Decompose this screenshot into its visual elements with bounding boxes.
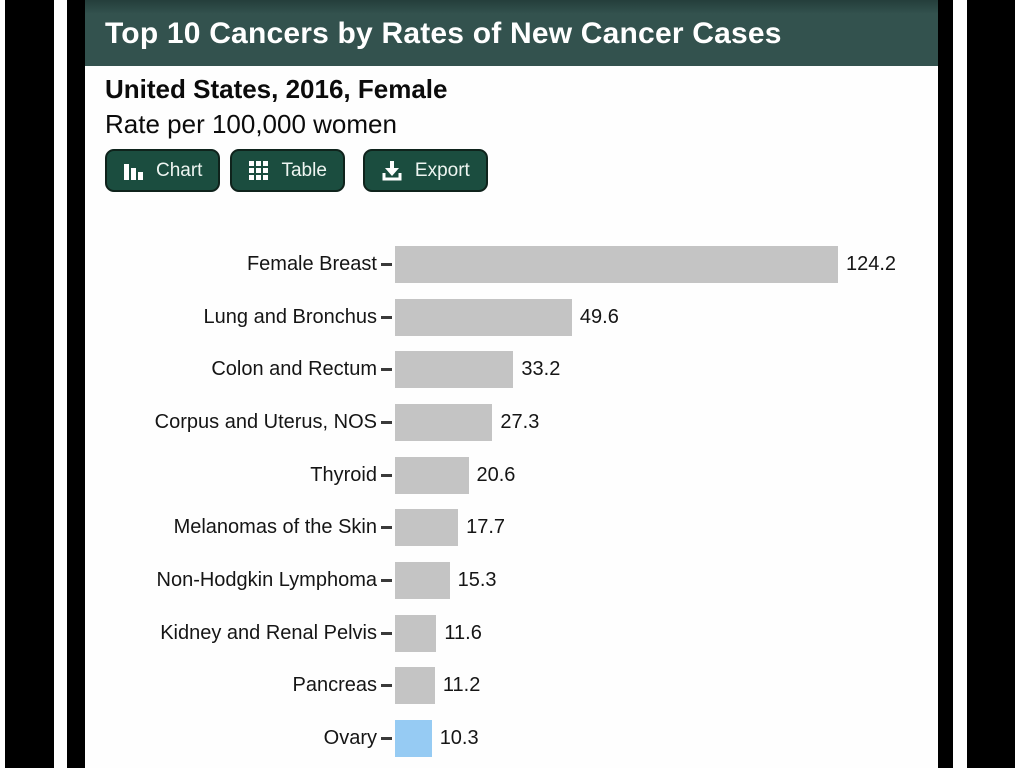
category-label: Melanomas of the Skin	[173, 516, 377, 539]
value-label: 124.2	[846, 252, 897, 275]
category-label: Pancreas	[292, 674, 378, 697]
app-screen: Top 10 Cancers by Rates of New Cancer Ca…	[85, 0, 938, 768]
table-grid-icon	[249, 161, 269, 180]
bar-chart: Female Breast 124.2 Lung and Bronchus 49.6 C…	[85, 238, 938, 765]
export-button-label: Export	[414, 159, 470, 181]
chart-row: Corpus and Uterus, NOS 27.3	[85, 396, 938, 449]
chart-row: Lung and Bronchus 49.6	[85, 291, 938, 344]
value-label: 20.6	[476, 463, 516, 486]
chart-button-label: Chart	[156, 159, 203, 181]
bar[interactable]	[395, 351, 514, 389]
table-view-button[interactable]: Table	[230, 149, 345, 192]
frame-stripe-left-outer	[0, 0, 5, 768]
chart-row: Pancreas 11.2	[85, 660, 938, 713]
chart-view-button[interactable]: Chart	[105, 149, 221, 192]
bar[interactable]	[395, 456, 469, 494]
bar[interactable]	[395, 403, 493, 441]
bar-highlighted[interactable]	[395, 720, 432, 758]
bar[interactable]	[395, 667, 435, 705]
chart-row: Female Breast 124.2	[85, 238, 938, 291]
chart-row: Non-Hodgkin Lymphoma 15.3	[85, 554, 938, 607]
chart-row: Ovary 10.3	[85, 712, 938, 765]
category-label: Thyroid	[310, 463, 377, 486]
bar[interactable]	[395, 298, 572, 336]
download-icon	[382, 160, 402, 180]
axis-tick	[381, 578, 392, 582]
chart-row: Kidney and Renal Pelvis 11.6	[85, 607, 938, 660]
axis-tick	[381, 737, 392, 741]
axis-tick	[381, 368, 392, 372]
axis-tick	[381, 631, 392, 635]
axis-tick	[381, 262, 392, 266]
value-label: 11.2	[442, 674, 481, 697]
axis-tick	[381, 684, 392, 688]
chart-row: Colon and Rectum 33.2	[85, 343, 938, 396]
axis-tick	[381, 473, 392, 477]
axis-tick	[381, 420, 392, 424]
chart-row: Melanomas of the Skin 17.7	[85, 501, 938, 554]
bar[interactable]	[395, 561, 450, 599]
app-header: Top 10 Cancers by Rates of New Cancer Ca…	[85, 0, 938, 66]
category-label: Kidney and Renal Pelvis	[160, 621, 377, 644]
unit-label: Rate per 100,000 women	[105, 109, 397, 139]
bar[interactable]	[395, 509, 459, 547]
category-label: Non-Hodgkin Lymphoma	[156, 568, 377, 591]
value-label: 33.2	[521, 358, 561, 381]
table-button-label: Table	[281, 159, 327, 181]
value-label: 10.3	[439, 727, 479, 750]
bar[interactable]	[395, 614, 437, 652]
page-title: Top 10 Cancers by Rates of New Cancer Ca…	[105, 17, 782, 50]
value-label: 27.3	[500, 410, 540, 433]
bar-chart-icon	[124, 164, 143, 180]
export-button[interactable]: Export	[362, 149, 488, 192]
axis-tick	[381, 315, 392, 319]
value-label: 49.6	[579, 305, 619, 328]
value-label: 15.3	[457, 568, 497, 591]
bar[interactable]	[395, 245, 838, 283]
category-label: Female Breast	[246, 252, 377, 275]
chart-subhead: United States, 2016, Female Rate per 100…	[85, 66, 938, 139]
value-label: 11.6	[444, 621, 482, 644]
frame-stripe-left-inner	[54, 0, 67, 768]
subtitle: United States, 2016, Female	[105, 74, 448, 104]
category-label: Ovary	[323, 727, 377, 750]
category-label: Lung and Bronchus	[203, 305, 377, 328]
value-label: 17.7	[466, 516, 506, 539]
frame-stripe-right-inner	[953, 0, 967, 768]
frame-stripe-right-outer	[1015, 0, 1024, 768]
axis-tick	[381, 526, 392, 530]
chart-row: Thyroid 20.6	[85, 449, 938, 502]
category-label: Colon and Rectum	[211, 358, 377, 381]
category-label: Corpus and Uterus, NOS	[154, 410, 377, 433]
toolbar: Chart Table Export	[105, 149, 938, 192]
